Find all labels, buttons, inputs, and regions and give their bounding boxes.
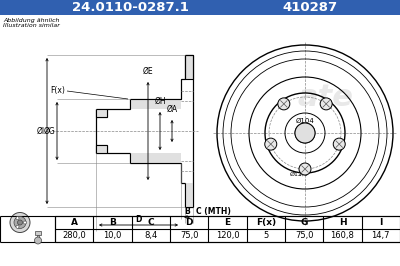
Text: H: H xyxy=(339,218,346,227)
Text: B: B xyxy=(184,207,190,216)
Text: G: G xyxy=(300,218,308,227)
Circle shape xyxy=(34,237,42,244)
Text: C (MTH): C (MTH) xyxy=(196,207,231,216)
Circle shape xyxy=(320,98,332,110)
Text: 5: 5 xyxy=(263,231,268,240)
Text: ate: ate xyxy=(297,84,353,113)
Circle shape xyxy=(16,225,19,228)
Bar xyxy=(55,216,400,242)
Text: Abbildung ähnlich: Abbildung ähnlich xyxy=(3,18,60,23)
Polygon shape xyxy=(96,145,107,153)
Text: ØE: ØE xyxy=(143,67,153,76)
Text: 8,4: 8,4 xyxy=(144,231,158,240)
Circle shape xyxy=(299,163,311,175)
Text: A: A xyxy=(71,218,78,227)
Text: ØA: ØA xyxy=(166,105,178,114)
Text: 75,0: 75,0 xyxy=(180,231,198,240)
Circle shape xyxy=(295,123,315,143)
Polygon shape xyxy=(96,109,107,117)
Circle shape xyxy=(278,98,290,110)
Text: 160,8: 160,8 xyxy=(330,231,354,240)
Text: B: B xyxy=(109,218,116,227)
Text: 280,0: 280,0 xyxy=(62,231,86,240)
Circle shape xyxy=(16,217,19,220)
Polygon shape xyxy=(185,183,193,207)
Circle shape xyxy=(333,138,345,150)
Text: I: I xyxy=(379,218,382,227)
Text: ØG: ØG xyxy=(43,127,55,135)
Bar xyxy=(35,231,41,235)
Text: E: E xyxy=(224,218,230,227)
Polygon shape xyxy=(185,55,193,79)
Circle shape xyxy=(10,213,30,232)
Text: D: D xyxy=(186,218,193,227)
Polygon shape xyxy=(130,99,181,109)
Text: 75,0: 75,0 xyxy=(295,231,314,240)
Bar xyxy=(0,0,400,15)
Text: F(x): F(x) xyxy=(50,86,65,95)
Text: 410287: 410287 xyxy=(282,1,338,14)
Text: Ø104: Ø104 xyxy=(296,118,314,124)
Text: 120,0: 120,0 xyxy=(216,231,239,240)
Text: 14,7: 14,7 xyxy=(372,231,390,240)
Polygon shape xyxy=(130,153,181,163)
Text: Ø12,6: Ø12,6 xyxy=(290,172,309,177)
Text: 10,0: 10,0 xyxy=(103,231,122,240)
Circle shape xyxy=(18,220,22,225)
Text: ØH: ØH xyxy=(154,97,166,106)
Text: 24.0110-0287.1: 24.0110-0287.1 xyxy=(72,1,188,14)
Circle shape xyxy=(14,217,26,228)
Text: D: D xyxy=(135,215,142,224)
Circle shape xyxy=(265,138,277,150)
Text: ØI: ØI xyxy=(37,127,45,135)
Text: F(x): F(x) xyxy=(256,218,276,227)
Bar xyxy=(37,235,39,240)
Text: C: C xyxy=(148,218,154,227)
Circle shape xyxy=(24,221,26,224)
Text: Illustration similar: Illustration similar xyxy=(3,23,60,28)
